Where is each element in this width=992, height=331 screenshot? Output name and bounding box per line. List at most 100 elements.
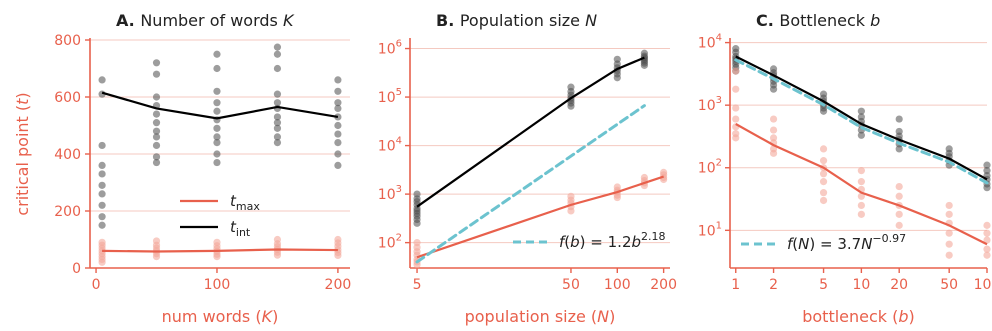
data-point — [98, 141, 106, 150]
legend-label-main: t — [230, 192, 237, 210]
data-point — [895, 145, 903, 153]
panel-title: B. Population size N — [436, 11, 597, 30]
legend-label: f(N) = 3.7N−0.97 — [787, 232, 906, 253]
data-point — [213, 150, 221, 158]
data-point — [819, 157, 828, 165]
y-tick-label: 800 — [54, 33, 81, 49]
data-point — [213, 64, 221, 73]
legend-fn: f — [787, 235, 795, 253]
data-point — [983, 167, 991, 175]
panel-title: C. Bottleneck b — [756, 11, 880, 30]
data-point — [152, 253, 161, 261]
data-point — [152, 127, 161, 135]
legend-label: tmax — [230, 192, 260, 213]
data-point — [895, 115, 903, 123]
y-tick-label: 600 — [54, 90, 81, 106]
fit-line — [415, 104, 646, 264]
data-point — [334, 76, 342, 84]
series-line — [735, 123, 988, 246]
data-point — [334, 130, 342, 138]
y-tick-base: 10 — [698, 161, 716, 177]
data-point — [945, 240, 953, 248]
y-tick-exponent: 4 — [396, 136, 402, 147]
series-t-int — [732, 45, 991, 192]
data-point — [273, 133, 282, 141]
data-point — [769, 149, 778, 157]
data-point — [213, 107, 221, 115]
y-tick-exponent: 1 — [716, 220, 722, 231]
x-tick-label: 100 — [604, 277, 631, 293]
series-line — [416, 56, 645, 208]
y-tick-label: 106 — [378, 39, 402, 58]
data-point — [945, 229, 953, 237]
y-tick-label: 102 — [698, 158, 722, 177]
series-line — [102, 248, 338, 253]
x-axis-label-variable: K — [262, 307, 274, 326]
series-t-max — [413, 168, 668, 269]
data-point — [769, 85, 778, 93]
y-tick-label: 101 — [698, 220, 722, 239]
data-point — [945, 201, 953, 210]
data-point — [983, 245, 991, 253]
data-point — [152, 70, 161, 78]
x-axis-label-variable: b — [898, 307, 908, 326]
y-tick-exponent: 4 — [716, 33, 722, 44]
data-point — [152, 153, 161, 161]
data-point — [273, 64, 282, 73]
data-point — [213, 124, 221, 132]
legend-exponent: −0.97 — [872, 232, 906, 245]
data-point — [613, 74, 621, 82]
x-tick-label: 2 — [769, 277, 778, 293]
data-point — [769, 126, 778, 134]
y-tick-exponent: 3 — [396, 184, 402, 195]
series-line — [416, 175, 664, 259]
data-point — [983, 229, 991, 237]
data-point — [152, 133, 161, 141]
y-tick-base: 10 — [698, 223, 716, 239]
data-point — [857, 192, 865, 200]
x-axis-label-text: num words ( — [162, 307, 262, 326]
data-point — [567, 207, 575, 215]
data-point — [213, 99, 221, 107]
x-tick-label: 5 — [819, 277, 828, 293]
data-point — [152, 141, 161, 150]
legend-base: b — [631, 233, 641, 251]
y-axis-label: critical point (t) — [13, 92, 32, 215]
data-point — [152, 59, 161, 67]
data-point — [334, 121, 342, 130]
legend-paren-open: ( — [564, 233, 570, 251]
legend-label-main: t — [230, 218, 237, 236]
data-point — [273, 124, 282, 132]
legend-fn: f — [559, 233, 567, 251]
panel-title-variable: b — [870, 11, 880, 30]
y-tick-exponent: 2 — [396, 233, 402, 244]
data-point — [98, 213, 106, 221]
y-tick-label: 0 — [72, 261, 81, 277]
data-point — [895, 182, 903, 191]
panel-letter: A. — [116, 11, 140, 30]
data-point — [334, 251, 342, 260]
x-tick-label: 50 — [562, 277, 580, 293]
data-point — [983, 251, 991, 259]
data-point — [732, 134, 740, 142]
data-point — [273, 113, 282, 121]
x-axis-label-close: ) — [609, 307, 615, 326]
y-tick-label: 200 — [54, 204, 81, 220]
legend-var: b — [570, 233, 580, 251]
legend-label-subscript: max — [236, 200, 260, 213]
y-tick-base: 10 — [698, 98, 716, 114]
legend-base: N — [861, 235, 872, 253]
data-point — [732, 85, 740, 93]
data-point — [213, 139, 221, 147]
data-point — [334, 104, 342, 112]
data-point — [273, 43, 282, 51]
data-point — [819, 107, 828, 115]
x-tick-label: 200 — [650, 277, 677, 293]
y-tick-base: 10 — [378, 139, 396, 155]
data-point — [213, 253, 221, 261]
data-point — [152, 158, 161, 167]
y-axis-label-variable: t — [13, 98, 32, 105]
y-tick-label: 103 — [378, 184, 402, 203]
